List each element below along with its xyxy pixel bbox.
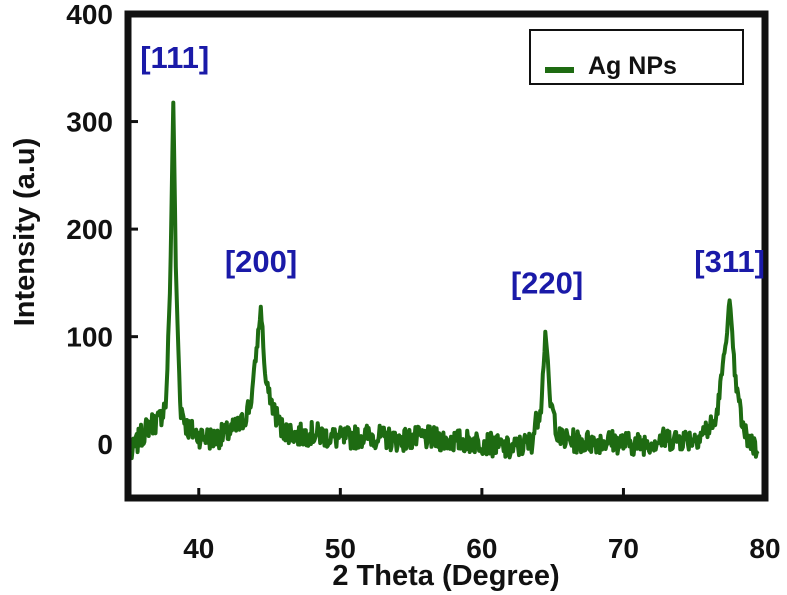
y-tick-label: 0 bbox=[97, 429, 113, 460]
x-tick-label: 80 bbox=[749, 533, 780, 564]
peak-label: [220] bbox=[511, 266, 583, 301]
x-tick-label: 60 bbox=[466, 533, 497, 564]
series-line-ag-nps bbox=[128, 100, 760, 461]
x-tick-label: 50 bbox=[325, 533, 356, 564]
plot-frame bbox=[124, 10, 769, 502]
x-tick-label: 70 bbox=[608, 533, 639, 564]
x-tick-label: 40 bbox=[183, 533, 214, 564]
peak-label: [311] bbox=[694, 244, 765, 279]
data-layer bbox=[128, 100, 760, 461]
peak-label: [111] bbox=[140, 40, 209, 75]
y-axis-title: Intensity (a.u) bbox=[9, 138, 41, 327]
legend-label: Ag NPs bbox=[588, 52, 677, 80]
y-tick-label: 100 bbox=[66, 322, 113, 353]
peak-label: [200] bbox=[225, 244, 297, 279]
y-tick-label: 200 bbox=[66, 214, 113, 245]
x-axis-title: 2 Theta (Degree) bbox=[332, 560, 559, 592]
legend-box bbox=[529, 29, 744, 85]
y-tick-label: 400 bbox=[66, 0, 113, 30]
y-tick-label: 300 bbox=[66, 107, 113, 138]
legend: Ag NPs bbox=[529, 29, 744, 85]
annotation-layer: [111] [200] [220] [311] bbox=[140, 40, 765, 301]
